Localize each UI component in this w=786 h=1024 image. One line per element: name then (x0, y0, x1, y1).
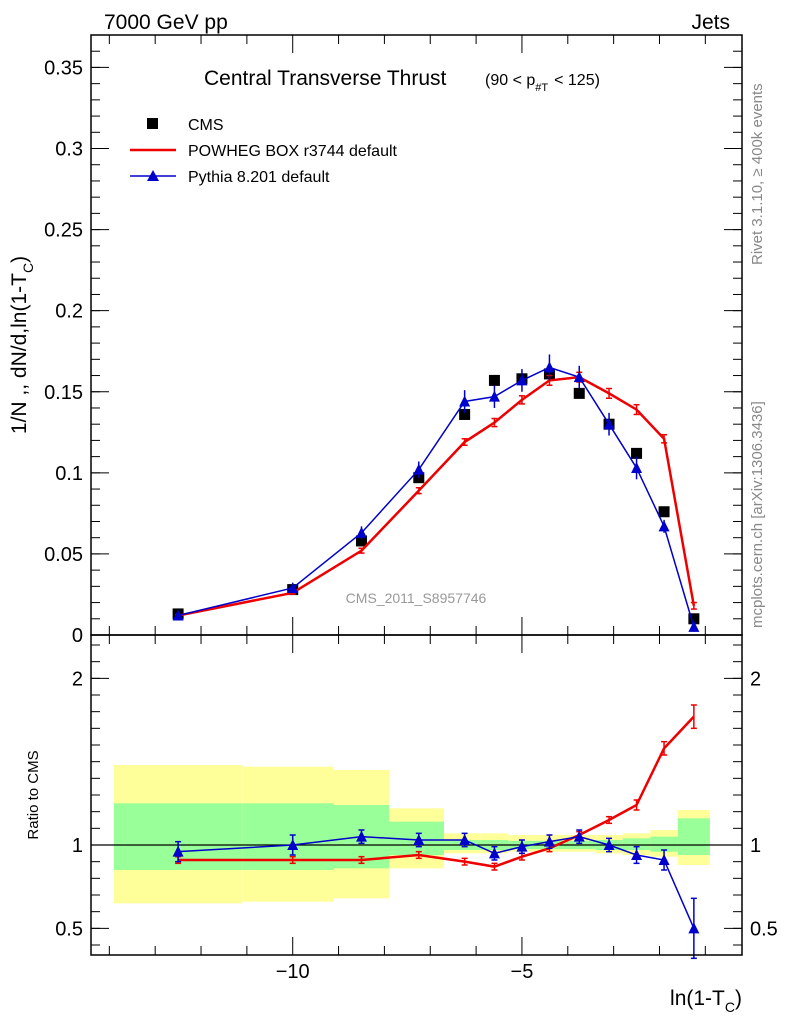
data-point-pythia (413, 463, 425, 475)
y-tick-label: 0.25 (44, 220, 83, 242)
x-axis-label: ln(1-TC) (670, 987, 742, 1015)
ratio-point-pythia (573, 830, 585, 842)
ratio-point-pythia (488, 847, 500, 859)
data-point-pythia (688, 620, 700, 632)
ratio-point-pythia (658, 854, 670, 865)
data-point-pythia (573, 371, 585, 383)
data-point-cms (573, 387, 585, 399)
ratio-y-tick-label-right: 0.5 (750, 918, 778, 940)
y-tick-label: 0.1 (55, 463, 83, 485)
rivet-version-note: Rivet 3.1.10, ≥ 400k events (749, 83, 766, 265)
series-line-powheg (177, 375, 696, 617)
ratio-y-tick-label: 0.5 (55, 918, 83, 940)
ratio-point-pythia (631, 849, 643, 860)
ratio-point-pythia (287, 839, 299, 850)
uncertainty-band-green (622, 838, 651, 850)
data-point-pythia (516, 374, 528, 386)
series-line-pythia (177, 366, 695, 628)
data-point-pythia (355, 526, 367, 538)
legend-item-pythia: Pythia 8.201 default (130, 169, 330, 186)
y-tick-label: 0.35 (44, 57, 83, 79)
y-tick-label: 0.05 (44, 544, 83, 566)
ratio-point-pythia (413, 834, 425, 845)
data-point-cms (459, 408, 471, 420)
y-tick-label: 0 (72, 625, 83, 647)
ratio-point-pythia (459, 834, 471, 845)
ratio-y-tick-label-right: 2 (750, 668, 761, 690)
y-axis-label: 1/N ,, dN/d,ln(1-TC) (8, 256, 36, 434)
legend: CMS POWHEG BOX r3744 default Pythia 8.20… (130, 117, 398, 186)
data-point-cms (688, 613, 700, 625)
data-point-pythia (543, 361, 555, 373)
ratio-point-pythia (355, 830, 367, 842)
ratio-point-pythia (603, 839, 615, 850)
source-note: mcplots.cern.ch [arXiv:1306.3436] (749, 401, 766, 628)
data-point-cms (488, 374, 500, 386)
y-tick-label: 0.2 (55, 301, 83, 323)
data-point-pythia (488, 390, 500, 402)
data-point-pythia (287, 581, 299, 593)
process-label: Jets (691, 11, 730, 34)
ratio-y-tick-label: 2 (72, 668, 83, 690)
legend-item-powheg: POWHEG BOX r3744 default (130, 143, 398, 160)
legend-marker-square (147, 118, 158, 129)
data-point-pythia (172, 609, 184, 621)
legend-item-cms: CMS (147, 117, 224, 134)
ratio-point-pythia (543, 835, 555, 847)
data-point-pythia (459, 395, 471, 407)
data-point-cms (631, 447, 643, 459)
legend-label-powheg: POWHEG BOX r3744 default (188, 143, 398, 160)
uncertainty-band-green (677, 818, 710, 855)
y-tick-label: 0.3 (55, 139, 83, 161)
chart-title: Central Transverse Thrust (204, 67, 447, 90)
ratio-y-axis-label: Ratio to CMS (25, 750, 42, 839)
legend-label-cms: CMS (188, 117, 224, 134)
legend-marker-triangle (147, 170, 159, 181)
data-point-pythia (603, 418, 615, 430)
ratio-series-layer (172, 704, 700, 960)
x-tick-label: −10 (276, 961, 310, 983)
main-series-layer (172, 354, 700, 632)
energy-label: 7000 GeV pp (104, 11, 228, 34)
legend-label-pythia: Pythia 8.201 default (188, 169, 330, 186)
data-point-pythia (658, 520, 670, 532)
ratio-uncertainty-bands (91, 765, 742, 904)
uncertainty-band-green (650, 836, 678, 852)
chart-title-cut: (90 < p#T < 125) (485, 72, 600, 94)
ratio-y-tick-label: 1 (72, 835, 83, 857)
data-point-pythia (631, 461, 643, 473)
data-point-cms (658, 506, 670, 518)
ratio-point-pythia (516, 840, 528, 852)
watermark-label: CMS_2011_S8957746 (346, 590, 487, 606)
ratio-y-tick-label-right: 1 (750, 835, 761, 857)
x-tick-label: −5 (511, 961, 534, 983)
ratio-point-pythia (688, 922, 700, 934)
data-point-cms (355, 535, 367, 547)
ratio-point-pythia (172, 845, 184, 857)
ratio-axis-ticks: −10 −5 0.5 0.5 1 1 2 2 (55, 635, 778, 983)
y-tick-label: 0.15 (44, 382, 83, 404)
